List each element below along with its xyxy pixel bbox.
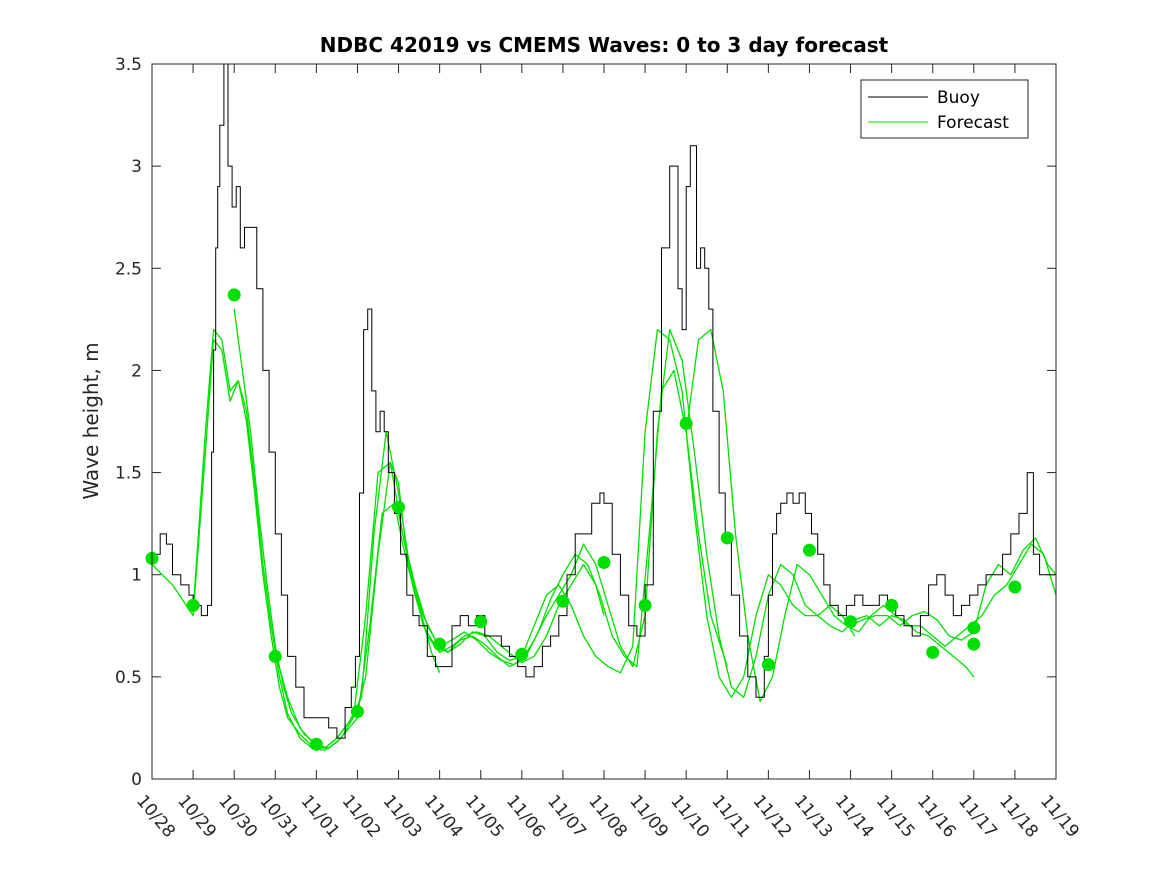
y-tick-label: 3 xyxy=(131,157,142,177)
y-tick-label: 1.5 xyxy=(115,464,142,484)
series-layer xyxy=(151,63,1057,752)
y-tick-label: 0.5 xyxy=(115,668,142,688)
legend-buoy-label: Buoy xyxy=(937,88,980,108)
forecast-marker xyxy=(638,598,652,612)
plot-area xyxy=(152,64,1056,779)
forecast-line xyxy=(850,537,1057,641)
forecast-marker xyxy=(433,637,447,651)
forecast-line xyxy=(233,309,728,750)
forecast-marker xyxy=(761,658,775,672)
forecast-marker xyxy=(844,615,858,629)
forecast-marker xyxy=(227,288,241,302)
forecast-line xyxy=(397,328,975,698)
forecast-line xyxy=(192,328,605,752)
forecast-marker xyxy=(926,645,940,659)
forecast-marker xyxy=(556,594,570,608)
y-tick-label: 3.5 xyxy=(115,55,142,75)
forecast-marker xyxy=(515,647,529,661)
forecast-marker xyxy=(1008,580,1022,594)
legend-box xyxy=(860,79,1029,139)
forecast-line xyxy=(274,328,856,750)
forecast-marker xyxy=(679,417,693,431)
forecast-marker xyxy=(885,598,899,612)
y-tick-label: 1 xyxy=(131,566,142,586)
forecast-marker xyxy=(350,705,364,719)
legend: Buoy Forecast xyxy=(860,79,1029,139)
chart-title: NDBC 42019 vs CMEMS Waves: 0 to 3 day fo… xyxy=(320,33,889,57)
buoy-line xyxy=(152,63,1056,739)
forecast-marker xyxy=(967,621,981,635)
forecast-marker xyxy=(186,598,200,612)
y-tick-label: 2 xyxy=(131,361,142,381)
forecast-marker xyxy=(967,637,981,651)
legend-forecast-label: Forecast xyxy=(937,113,1009,133)
forecast-marker xyxy=(309,737,323,751)
forecast-marker xyxy=(392,500,406,514)
forecast-marker xyxy=(720,531,734,545)
forecast-marker xyxy=(597,555,611,569)
y-axis-label: Wave height, m xyxy=(79,342,103,499)
y-tick-label: 2.5 xyxy=(115,259,142,279)
forecast-marker xyxy=(474,615,488,629)
y-axis: 0 0.5 1 1.5 2 2.5 3 3.5 xyxy=(115,55,1056,790)
forecast-marker xyxy=(268,649,282,663)
forecast-marker xyxy=(802,543,816,557)
y-tick-label: 0 xyxy=(131,770,142,790)
